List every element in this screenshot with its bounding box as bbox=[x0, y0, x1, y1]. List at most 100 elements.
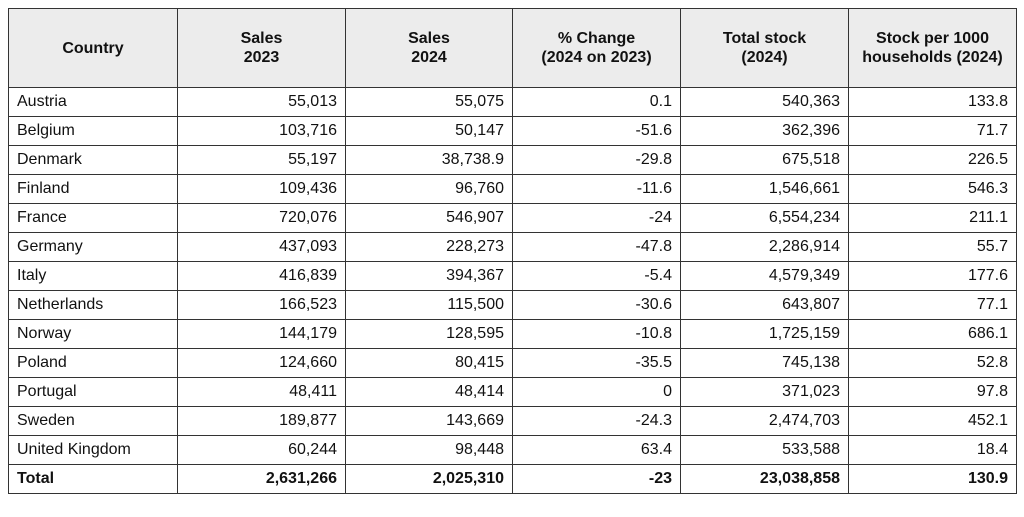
data-row: Sweden 189,877 143,669 -24.3 2,474,703 452.1 bbox=[8, 406, 1017, 436]
value-cell: 55,197 bbox=[177, 145, 346, 175]
header-text: (2024 on 2023) bbox=[541, 49, 652, 66]
total-row: Total 2,631,266 2,025,310 -23 23,038,858 130.… bbox=[8, 464, 1017, 494]
value-cell: 228,273 bbox=[345, 232, 513, 262]
value-cell: 371,023 bbox=[680, 377, 849, 407]
sales-table: Country Sales 2023 Sales 2024 % Change (2024 o… bbox=[8, 8, 1017, 494]
value-cell: 55.7 bbox=[848, 232, 1017, 262]
country-cell: Austria bbox=[8, 87, 178, 117]
data-row: Germany 437,093 228,273 -47.8 2,286,914 55.7 bbox=[8, 232, 1017, 262]
country-cell: Denmark bbox=[8, 145, 178, 175]
country-cell: Italy bbox=[8, 261, 178, 291]
value-cell: 745,138 bbox=[680, 348, 849, 378]
value-cell: 60,244 bbox=[177, 435, 346, 465]
value-cell: -51.6 bbox=[512, 116, 681, 146]
data-row: Poland 124,660 80,415 -35.5 745,138 52.8 bbox=[8, 348, 1017, 378]
data-row: Portugal 48,411 48,414 0 371,023 97.8 bbox=[8, 377, 1017, 407]
header-text: 2024 bbox=[411, 49, 447, 66]
value-cell: 0 bbox=[512, 377, 681, 407]
header-text: Country bbox=[62, 39, 124, 57]
value-cell: -29.8 bbox=[512, 145, 681, 175]
data-row: Netherlands 166,523 115,500 -30.6 643,807 77.… bbox=[8, 290, 1017, 320]
country-cell: Belgium bbox=[8, 116, 178, 146]
country-cell: Sweden bbox=[8, 406, 178, 436]
total-cell: 2,631,266 bbox=[177, 464, 346, 494]
value-cell: 96,760 bbox=[345, 174, 513, 204]
total-cell: 130.9 bbox=[848, 464, 1017, 494]
value-cell: 546,907 bbox=[345, 203, 513, 233]
header-text: Sales bbox=[240, 30, 283, 47]
value-cell: 50,147 bbox=[345, 116, 513, 146]
total-cell: 23,038,858 bbox=[680, 464, 849, 494]
value-cell: 115,500 bbox=[345, 290, 513, 320]
value-cell: 128,595 bbox=[345, 319, 513, 349]
header-row: Country Sales 2023 Sales 2024 % Change (2024 o… bbox=[8, 8, 1017, 88]
total-cell: 2,025,310 bbox=[345, 464, 513, 494]
value-cell: 63.4 bbox=[512, 435, 681, 465]
value-cell: 109,436 bbox=[177, 174, 346, 204]
data-row: United Kingdom 60,244 98,448 63.4 533,588 18.… bbox=[8, 435, 1017, 465]
value-cell: 546.3 bbox=[848, 174, 1017, 204]
header-cell: Sales 2024 bbox=[345, 8, 513, 88]
value-cell: 189,877 bbox=[177, 406, 346, 436]
value-cell: 48,414 bbox=[345, 377, 513, 407]
value-cell: 98,448 bbox=[345, 435, 513, 465]
value-cell: 416,839 bbox=[177, 261, 346, 291]
value-cell: 38,738.9 bbox=[345, 145, 513, 175]
value-cell: -11.6 bbox=[512, 174, 681, 204]
value-cell: 226.5 bbox=[848, 145, 1017, 175]
data-row: France 720,076 546,907 -24 6,554,234 211.1 bbox=[8, 203, 1017, 233]
value-cell: 2,286,914 bbox=[680, 232, 849, 262]
value-cell: 4,579,349 bbox=[680, 261, 849, 291]
country-cell: France bbox=[8, 203, 178, 233]
value-cell: -47.8 bbox=[512, 232, 681, 262]
country-cell: Portugal bbox=[8, 377, 178, 407]
table-body: Austria 55,013 55,075 0.1 540,363 133.8 Belgiu… bbox=[8, 87, 1017, 494]
value-cell: 540,363 bbox=[680, 87, 849, 117]
value-cell: 52.8 bbox=[848, 348, 1017, 378]
country-cell: Norway bbox=[8, 319, 178, 349]
value-cell: 55,075 bbox=[345, 87, 513, 117]
value-cell: 1,546,661 bbox=[680, 174, 849, 204]
value-cell: 143,669 bbox=[345, 406, 513, 436]
country-cell: Poland bbox=[8, 348, 178, 378]
value-cell: 437,093 bbox=[177, 232, 346, 262]
total-cell: -23 bbox=[512, 464, 681, 494]
value-cell: 177.6 bbox=[848, 261, 1017, 291]
value-cell: -30.6 bbox=[512, 290, 681, 320]
data-row: Finland 109,436 96,760 -11.6 1,546,661 546.3 bbox=[8, 174, 1017, 204]
data-row: Norway 144,179 128,595 -10.8 1,725,159 686.1 bbox=[8, 319, 1017, 349]
country-cell: Germany bbox=[8, 232, 178, 262]
data-row: Belgium 103,716 50,147 -51.6 362,396 71.7 bbox=[8, 116, 1017, 146]
value-cell: -5.4 bbox=[512, 261, 681, 291]
table-container: Country Sales 2023 Sales 2024 % Change (2024 o… bbox=[8, 8, 1017, 494]
header-text: 2023 bbox=[243, 49, 280, 66]
value-cell: 211.1 bbox=[848, 203, 1017, 233]
value-cell: 720,076 bbox=[177, 203, 346, 233]
value-cell: 97.8 bbox=[848, 377, 1017, 407]
value-cell: 643,807 bbox=[680, 290, 849, 320]
header-text: Total stock bbox=[722, 30, 807, 47]
value-cell: 71.7 bbox=[848, 116, 1017, 146]
country-cell: United Kingdom bbox=[8, 435, 178, 465]
header-cell: Country bbox=[8, 8, 178, 88]
header-cell: Stock per 1000 households (2024) bbox=[848, 8, 1017, 88]
value-cell: 77.1 bbox=[848, 290, 1017, 320]
data-row: Italy 416,839 394,367 -5.4 4,579,349 177.6 bbox=[8, 261, 1017, 291]
value-cell: 1,725,159 bbox=[680, 319, 849, 349]
value-cell: 362,396 bbox=[680, 116, 849, 146]
value-cell: 452.1 bbox=[848, 406, 1017, 436]
data-row: Denmark 55,197 38,738.9 -29.8 675,518 226.5 bbox=[8, 145, 1017, 175]
header-text: Stock per 1000 bbox=[876, 30, 989, 47]
value-cell: -10.8 bbox=[512, 319, 681, 349]
header-text: Sales bbox=[408, 30, 450, 47]
value-cell: -35.5 bbox=[512, 348, 681, 378]
value-cell: 686.1 bbox=[848, 319, 1017, 349]
value-cell: 675,518 bbox=[680, 145, 849, 175]
value-cell: 18.4 bbox=[848, 435, 1017, 465]
value-cell: 48,411 bbox=[177, 377, 346, 407]
value-cell: 80,415 bbox=[345, 348, 513, 378]
value-cell: 2,474,703 bbox=[680, 406, 849, 436]
header-cell: Total stock (2024) bbox=[680, 8, 849, 88]
country-cell: Netherlands bbox=[8, 290, 178, 320]
value-cell: 533,588 bbox=[680, 435, 849, 465]
